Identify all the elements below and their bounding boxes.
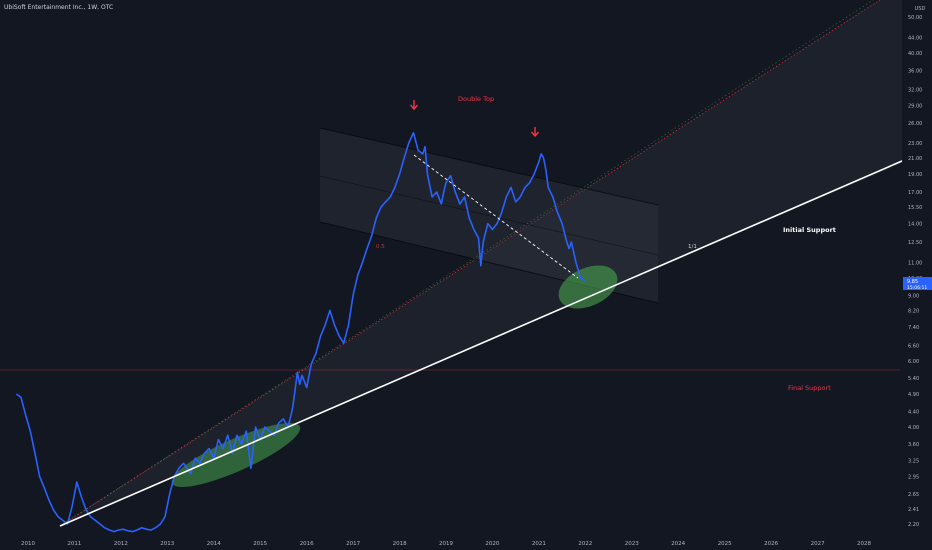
double-top-arrow-2: [530, 127, 540, 138]
time-tick-label: 2022: [578, 541, 592, 547]
down-channel-mid: [319, 175, 659, 256]
time-tick-label: 2019: [439, 541, 453, 547]
fan-ratio-label: 1/1: [688, 244, 697, 250]
price-axis[interactable]: [902, 0, 932, 550]
fib-level-label: 0.5: [376, 244, 385, 250]
time-tick-label: 2015: [253, 541, 267, 547]
time-tick-label: 2016: [300, 541, 314, 547]
price-tick-label: 32.00: [908, 87, 922, 93]
price-tick-label: 2.41: [908, 507, 919, 513]
initial-support-line: [59, 147, 932, 527]
price-tick-label: 6.60: [908, 344, 919, 350]
price-tag-countdown: 15:06:11: [907, 285, 927, 291]
price-tick-label: 4.90: [908, 392, 919, 398]
price-tag: [903, 277, 932, 290]
price-tag-value: 9.85: [907, 279, 918, 285]
price-tick-label: 3.60: [908, 442, 919, 448]
time-tick-label: 2018: [393, 541, 407, 547]
time-tick-label: 2028: [857, 541, 871, 547]
peak-to-trough-dashed-line: [413, 154, 579, 279]
price-tick-label: 17.00: [908, 190, 922, 196]
price-tick-label: 12.50: [908, 240, 922, 246]
price-tick-label: 2.95: [908, 474, 919, 480]
time-tick-label: 2017: [346, 541, 360, 547]
price-tick-label: 2.20: [908, 522, 919, 528]
price-tick-label: 29.00: [908, 103, 922, 109]
price-tick-label: 21.00: [908, 156, 922, 162]
price-tick-label: 26.00: [908, 121, 922, 127]
time-tick-label: 2014: [207, 541, 221, 547]
time-tick-label: 2026: [764, 541, 778, 547]
time-tick-label: 2011: [67, 541, 81, 547]
support-ellipse-recent: [558, 265, 618, 309]
time-tick-label: 2020: [485, 541, 499, 547]
time-tick-label: 2027: [811, 541, 825, 547]
price-tick-label: 50.00: [908, 15, 922, 21]
price-tick-label: 8.20: [908, 308, 919, 314]
time-tick-label: 2012: [114, 541, 128, 547]
time-tick-label: 2010: [21, 541, 35, 547]
chart-title: UbiSoft Entertainment Inc., 1W, OTC: [4, 4, 113, 11]
price-tick-label: 15.50: [908, 205, 922, 211]
green-median: [59, 0, 874, 527]
price-tick-label: 44.00: [908, 36, 922, 42]
price-tick-label: 7.40: [908, 325, 919, 331]
double-top-label: Double Top: [458, 95, 494, 103]
price-tick-label: 3.25: [908, 459, 919, 465]
price-tick-label: 4.40: [908, 410, 919, 416]
price-series-line: [15, 131, 586, 533]
price-tick-label: 40.00: [908, 51, 922, 57]
price-tick-label: 36.00: [908, 68, 922, 74]
price-tick-label: 14.00: [908, 222, 922, 228]
initial-support-label: Initial Support: [783, 226, 836, 234]
price-tick-label: 4.00: [908, 425, 919, 431]
final-support-label: Final Support: [788, 384, 831, 392]
price-tick-label: 5.40: [908, 376, 919, 382]
support-ellipse-early: [171, 422, 301, 488]
time-axis-ticks: 2010 2011 2012 2013 2014 2015 2016 2017 2018 2019…: [21, 541, 871, 547]
price-tick-label: 11.00: [908, 261, 922, 267]
double-top-arrow-1: [409, 100, 419, 111]
price-axis-unit: USD: [915, 6, 926, 12]
price-tick-label: 19.00: [908, 172, 922, 178]
price-tick-label: 23.00: [908, 141, 922, 147]
down-channel: [320, 128, 658, 303]
fan-band-outer: [60, 0, 932, 526]
time-tick-label: 2025: [718, 541, 732, 547]
time-tick-label: 2021: [532, 541, 546, 547]
down-channel-top: [319, 127, 659, 206]
price-tick-label: 9.00: [908, 293, 919, 299]
price-tick-label: 6.00: [908, 359, 919, 365]
time-tick-label: 2023: [625, 541, 639, 547]
fan-upper-line: [59, 0, 881, 527]
time-tick-label: 2024: [671, 541, 685, 547]
time-tick-label: 2013: [160, 541, 174, 547]
price-tick-label: 2.65: [908, 492, 919, 498]
